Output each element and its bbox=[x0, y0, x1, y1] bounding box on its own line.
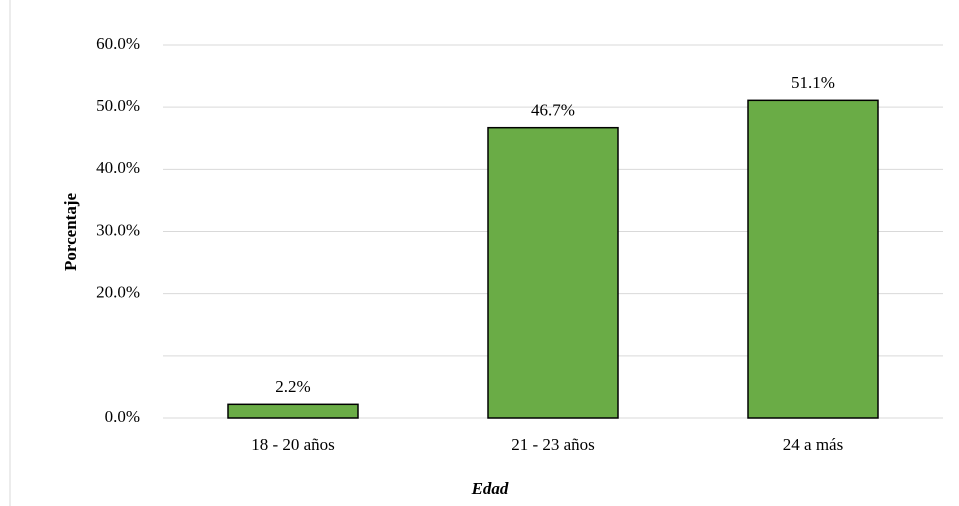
bar bbox=[487, 126, 619, 419]
y-tick-label: 60.0% bbox=[96, 34, 140, 53]
x-axis-title: Edad bbox=[471, 479, 509, 498]
bar bbox=[227, 403, 359, 419]
data-label: 51.1% bbox=[791, 73, 835, 92]
x-tick-label: 21 - 23 años bbox=[511, 435, 595, 454]
bar bbox=[747, 99, 879, 419]
y-tick-label: 40.0% bbox=[96, 158, 140, 177]
y-tick-label: 30.0% bbox=[96, 220, 140, 239]
y-tick-label: 20.0% bbox=[96, 283, 140, 302]
y-axis-title: Porcentaje bbox=[61, 193, 80, 271]
data-label: 2.2% bbox=[275, 377, 310, 396]
y-tick-label: 0.0% bbox=[105, 407, 140, 426]
y-tick-label: 50.0% bbox=[96, 96, 140, 115]
x-tick-label: 18 - 20 años bbox=[251, 435, 335, 454]
data-label: 46.7% bbox=[531, 101, 575, 120]
x-tick-label: 24 a más bbox=[783, 435, 843, 454]
